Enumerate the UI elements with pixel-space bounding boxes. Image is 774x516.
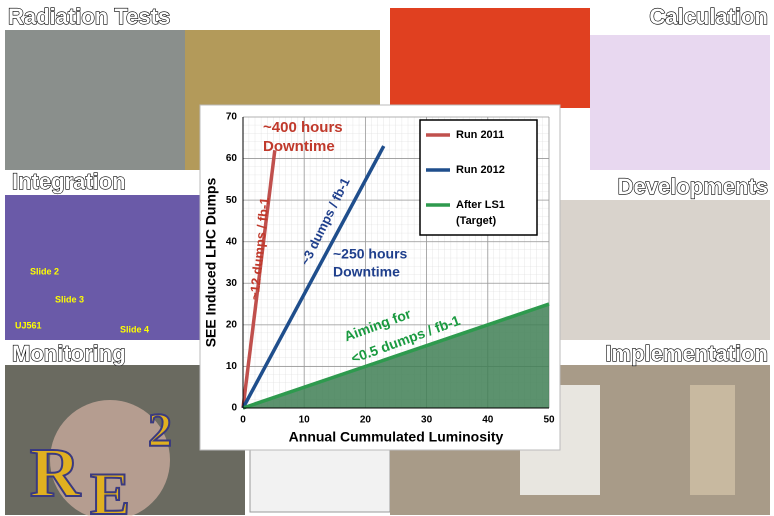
photo [690,385,735,495]
y-tick-label: 20 [226,319,238,330]
panel-label: Implementation [605,341,768,366]
line [242,302,550,410]
y-tick-label: 70 [226,112,238,123]
panel-label: Developments [618,174,768,199]
annotation: Downtime [263,138,335,155]
photo [5,195,200,340]
x-tick-label: 50 [543,415,555,426]
legend-line: (Target) [456,215,496,227]
line [241,150,277,409]
logo-letter: 2 [148,404,172,457]
y-tick-label: 50 [226,195,238,206]
y-tick-label: 0 [231,403,237,414]
x-axis-label: Annual Cummulated Luminosity [289,429,504,445]
photo [560,200,770,340]
panel-label: Radiation Tests [8,4,170,29]
legend-line: After LS1 [456,199,505,211]
x-tick-label: 0 [240,415,246,426]
y-axis-label: SEE Induced LHC Dumps [203,178,219,348]
photo [249,449,391,513]
x-tick-label: 30 [421,415,433,426]
logo-letter: R [30,435,82,512]
annotation: Downtime [333,264,400,280]
photo-label: UJ561 [15,320,42,330]
logo-swirl [50,400,170,516]
annotation: ~250 hours [333,246,408,262]
legend-label: After LS1 (Target) [456,199,505,227]
y-tick-label: 40 [226,236,238,247]
photo-label: Slide 3 [55,294,84,304]
y-tick-label: 10 [226,361,238,372]
photo [590,35,770,170]
panel-label: Monitoring [12,341,126,366]
y-tick-label: 60 [226,153,238,164]
annotation: ~400 hours [263,119,343,136]
photo [5,30,185,170]
x-tick-label: 10 [299,415,311,426]
x-tick-label: 20 [360,415,372,426]
photo-label: Slide 4 [120,324,149,334]
legend-box [419,119,538,236]
panel-label: Calculation [649,4,768,29]
panel-label: Integration [12,169,126,194]
y-tick-label: 30 [226,278,238,289]
photo [390,8,590,108]
legend-label: Run 2011 [456,129,504,141]
line [241,145,386,409]
photo-label: Slide 2 [30,266,59,276]
legend-label: Run 2012 [456,164,505,176]
logo-letter: E [90,461,130,516]
x-tick-label: 40 [482,415,494,426]
